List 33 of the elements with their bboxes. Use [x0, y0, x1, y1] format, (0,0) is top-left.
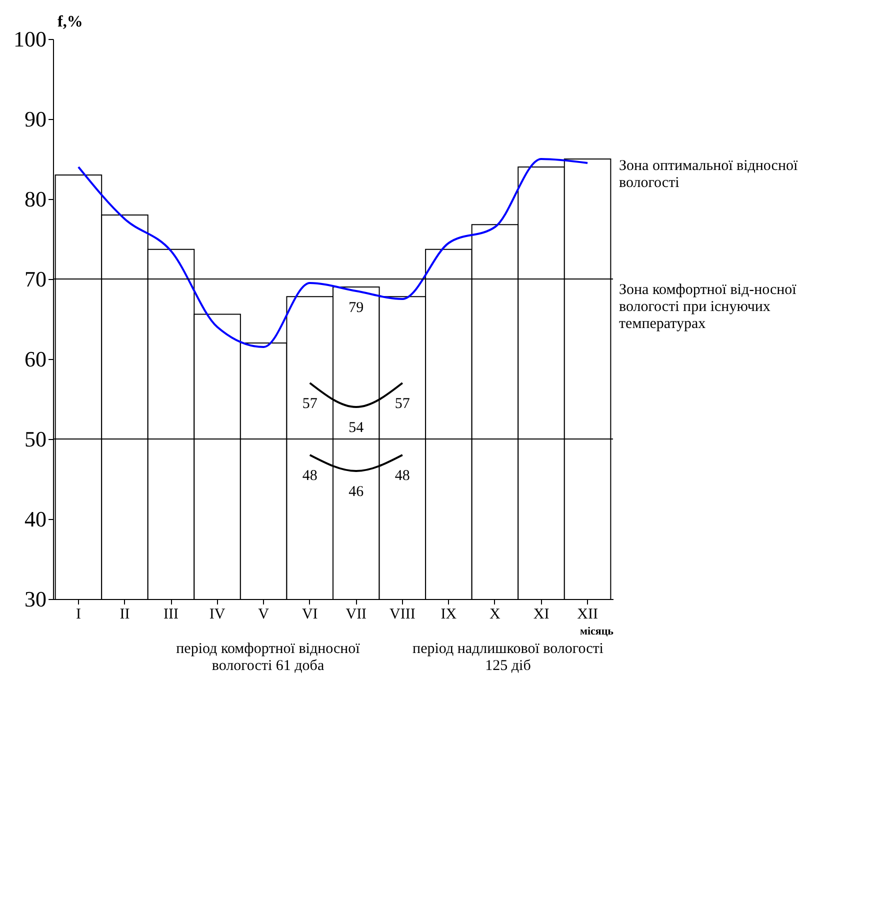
y-tick-label: 30 [24, 586, 46, 612]
x-tick-label: VI [302, 606, 318, 622]
annotation: 57 [302, 396, 318, 412]
text: період комфортної відносної вологості 61 доба [175, 641, 361, 675]
y-axis-title: f,% [58, 14, 83, 30]
y-tick-label: 70 [24, 266, 46, 292]
x-axis-title: місяць [580, 626, 614, 638]
x-tick-label: III [164, 606, 179, 622]
annotation: 54 [348, 420, 364, 436]
annotation: 48 [302, 468, 318, 484]
y-tick-label: 40 [24, 506, 46, 532]
x-tick-label: IV [209, 606, 226, 622]
x-tick-label: V [258, 606, 270, 622]
y-tick-label: 90 [24, 106, 46, 132]
text: Зона оптимальної відносної вологості [619, 158, 799, 192]
x-tick-label: XII [577, 606, 598, 622]
y-tick-label: 100 [14, 26, 46, 52]
y-tick-label: 50 [24, 426, 46, 452]
text: період надлишкової вологості 125 діб [412, 641, 604, 675]
x-tick-label: I [76, 606, 81, 622]
text: Зона комфортної від-носної вологості при існуючих температурах [619, 282, 798, 333]
x-tick-label: VIII [390, 606, 416, 622]
annotation: 79 [348, 300, 364, 316]
annotation: 46 [348, 484, 364, 500]
x-tick-label: II [120, 606, 130, 622]
x-tick-label: VII [346, 606, 367, 622]
annotation: 48 [394, 468, 410, 484]
x-tick-label: IX [440, 606, 457, 622]
x-tick-label: XI [533, 606, 550, 622]
x-tick-label: X [490, 606, 501, 622]
annotation: 57 [394, 396, 410, 412]
y-tick-label: 80 [24, 186, 46, 212]
y-tick-label: 60 [24, 346, 46, 372]
